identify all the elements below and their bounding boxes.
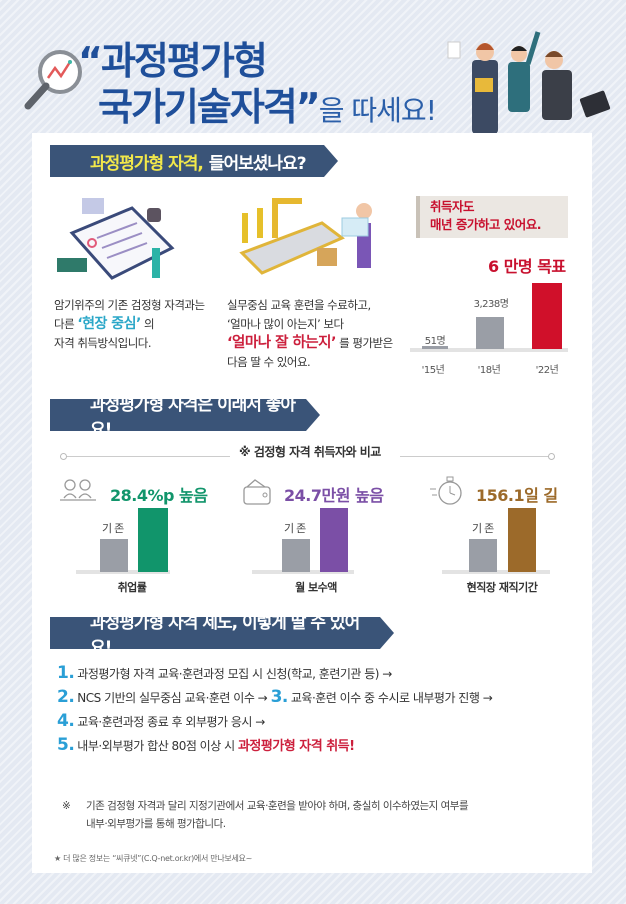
content-card: 과정평가형 자격, 들어보셨나요? 암기위주의 기존 검정형 자격과는 다른 ‘… [32, 133, 592, 873]
office-workers-icon [60, 479, 96, 501]
desc-line: 다음 딸 수 있어요. [227, 355, 311, 369]
section1-left-description: 암기위주의 기존 검정형 자격과는 다른 ‘현장 중심’ 의 자격 취득방식입니… [54, 296, 205, 353]
year-2022: '22년 [535, 365, 559, 376]
step-text: 교육·훈련 이수 중 수시로 내부평가 진행 → [290, 691, 493, 705]
footnote: ※ 기존 검정형 자격과 달리 지정기관에서 교육·훈련을 받아야 하며, 충실히… [62, 797, 469, 833]
pay-bar [320, 508, 348, 572]
section2-banner: 과정평가형 자격은 이래서 좋아요! [50, 395, 320, 440]
title-suffix: 을 따세요! [318, 94, 437, 127]
section1-mid-description: 실무중심 교육 훈련을 수료하고, ‘얼마나 많이 아는지’ 보다 ‘얼마나 잘… [227, 296, 393, 372]
tenure-bar [508, 508, 536, 572]
clipboard-exam-illustration-icon [57, 198, 175, 280]
step-text: 내부·외부평가 합산 80점 이상 시 [77, 739, 235, 753]
baseline-label: 기존 [102, 522, 127, 535]
title-line-2-main: 국가기술자격” [98, 85, 321, 129]
divider-endpoint-right [548, 453, 555, 460]
chart-baseline [410, 348, 568, 352]
bar-value-2018: 3,238명 [473, 299, 509, 310]
footnote-line-1: ※ 기존 검정형 자격과 달리 지정기관에서 교육·훈련을 받아야 하며, 충실히… [62, 797, 469, 815]
section3-banner: 과정평가형 자격 제도, 이렇게 딸 수 있어요! [50, 613, 394, 658]
title-line-2: 국가기술자격”을 따세요! [98, 76, 437, 131]
how-well-emphasis: ‘얼마나 잘 하는지’ [227, 335, 337, 351]
metric-baseline [442, 570, 550, 574]
note-line: 매년 증가하고 있어요. [430, 217, 541, 232]
baseline-label: 기존 [472, 522, 497, 535]
desc-line: 자격 취득방식입니다. [54, 336, 152, 350]
desc-text: 의 [144, 317, 155, 331]
step-text: 교육·훈련과정 종료 후 외부평가 응시 → [77, 715, 265, 729]
divider-line-left [66, 456, 230, 457]
bar-value-2015: 51명 [424, 336, 446, 347]
desc-text: 를 평가받은 [339, 336, 393, 350]
step-1: 1. 과정평가형 자격 교육·훈련과정 모집 시 신청(학교, 훈련기관 등) → [57, 663, 392, 683]
section1-banner: 과정평가형 자격, 들어보셨나요? [50, 145, 338, 177]
year-2018: '18년 [477, 365, 501, 376]
tenure-caption: 현직장 재직기간 [466, 581, 538, 594]
bar-2018 [476, 317, 504, 349]
desc-line: 실무중심 교육 훈련을 수료하고, [227, 298, 371, 312]
tenure-baseline-bar [469, 539, 497, 572]
magnifier-chart-icon [24, 50, 82, 110]
header: “과정평가형 국가기술자격”을 따세요! [0, 0, 626, 134]
step-4: 4. 교육·훈련과정 종료 후 외부평가 응시 → [57, 711, 265, 731]
step-text: NCS 기반의 실무중심 교육·훈련 이수 → [77, 691, 268, 705]
metric-baseline [252, 570, 354, 574]
step-text: 과정평가형 자격 교육·훈련과정 모집 시 신청(학교, 훈련기관 등) → [77, 667, 392, 681]
monthly-pay-value: 24.7만원 높음 [284, 486, 384, 505]
business-people-illustration-icon [447, 31, 611, 134]
comparison-title: ※ 검정형 자격 취득자와 비교 [239, 445, 381, 459]
bar-2022 [532, 283, 562, 349]
employment-rate-caption: 취업률 [117, 581, 147, 594]
footnote-text: 기존 검정형 자격과 달리 지정기관에서 교육·훈련을 받아야 하며, 충실히 … [86, 800, 469, 812]
stopwatch-icon [430, 476, 462, 505]
step-number: 2. [57, 687, 75, 707]
desc-line: 암기위주의 기존 검정형 자격과는 [54, 298, 205, 312]
desc-line: ‘얼마나 잘 하는지’ 를 평가받은 [227, 334, 393, 353]
step-number: 3. [270, 687, 289, 707]
employment-bar [138, 508, 168, 572]
tenure-value: 156.1일 길 [476, 486, 558, 505]
wallet-icon [243, 479, 271, 505]
divider-line-right [400, 456, 550, 457]
monthly-pay-caption: 월 보수액 [295, 581, 337, 594]
field-centered-emphasis: ‘현장 중심’ [77, 316, 141, 332]
section1-banner-text: 들어보셨나요? [208, 153, 307, 174]
year-2015: '15년 [421, 365, 445, 376]
title-line-1: “과정평가형 [78, 39, 268, 83]
employment-baseline-bar [100, 539, 128, 572]
section1-banner-highlight: 과정평가형 자격, [90, 153, 204, 174]
desc-line: 다른 ‘현장 중심’ 의 [54, 315, 205, 334]
footnote-line-2: 내부·외부평가를 통해 평가합니다. [86, 818, 226, 830]
step-number: 1. [57, 663, 75, 683]
factory-training-illustration-icon [239, 198, 372, 275]
reference-mark: ※ [62, 800, 71, 812]
pay-baseline-bar [282, 539, 310, 572]
acquirers-increase-note: 취득자도 매년 증가하고 있어요. [416, 196, 568, 238]
step-number: 4. [57, 711, 75, 731]
note-line: 취득자도 [430, 199, 475, 214]
desc-line: ‘얼마나 많이 아는지’ 보다 [227, 317, 344, 331]
step-number: 5. [57, 735, 75, 755]
employment-rate-value: 28.4%p 높음 [110, 486, 208, 505]
metric-baseline [76, 570, 170, 574]
qualification-acquired-emphasis: 과정평가형 자격 취득! [237, 739, 355, 754]
divider-endpoint-left [60, 453, 67, 460]
source-note: ★ 더 많은 정보는 “씨큐넷”(C.Q-net.or.kr)에서 만나보세요~ [54, 854, 253, 863]
desc-text: 다른 [54, 317, 75, 331]
step-5: 5. 내부·외부평가 합산 80점 이상 시 과정평가형 자격 취득! [57, 735, 355, 755]
baseline-label: 기존 [284, 522, 309, 535]
goal-label: 6 만명 목표 [488, 257, 566, 276]
bar-2015 [422, 346, 448, 349]
step-2-3: 2. NCS 기반의 실무중심 교육·훈련 이수 → 3. 교육·훈련 이수 중 수… [57, 687, 493, 707]
